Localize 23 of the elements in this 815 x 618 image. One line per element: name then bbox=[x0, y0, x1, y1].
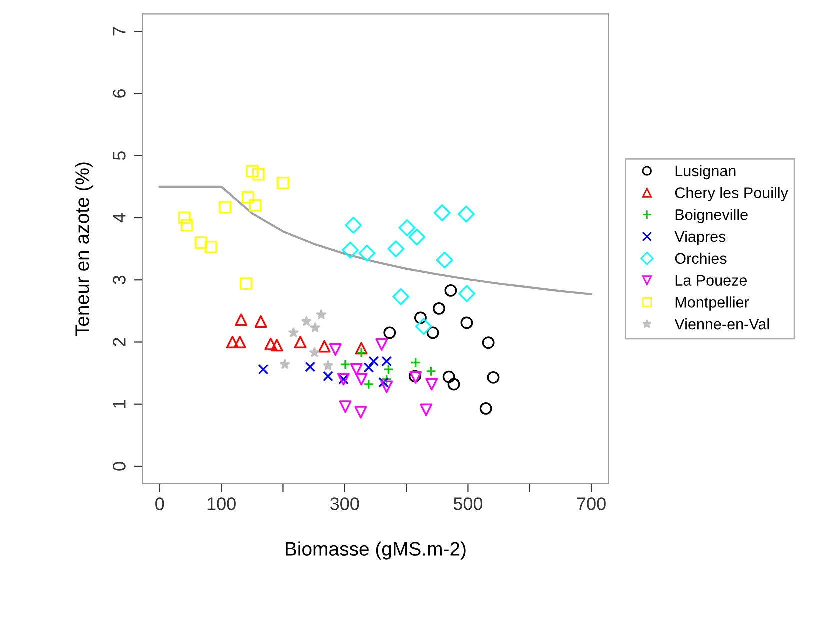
legend-label: Montpellier bbox=[676, 296, 750, 311]
x-tick-label: 100 bbox=[208, 498, 236, 510]
legend-label: Chery les Pouilly bbox=[675, 187, 788, 202]
y-tick-label: 5 bbox=[113, 152, 126, 160]
y-tick-label: 0 bbox=[113, 462, 126, 471]
x-tick-label: 0 bbox=[156, 498, 164, 510]
x-axis-title: Biomasse (gMS.m-2) bbox=[286, 542, 466, 560]
legend-label: Lusignan bbox=[676, 165, 736, 180]
legend-label: Vienne-en-Val bbox=[674, 318, 770, 330]
x-tick-label: 300 bbox=[330, 498, 360, 510]
legend-label: Boigneville bbox=[676, 209, 748, 224]
y-axis-title: Teneur en azote (%) bbox=[75, 162, 94, 336]
y-tick-label: 2 bbox=[113, 338, 126, 346]
x-tick-label: 700 bbox=[577, 498, 606, 510]
legend-label: La Poueze bbox=[676, 275, 748, 286]
legend-label: Orchies bbox=[675, 252, 727, 264]
y-tick-label: 3 bbox=[113, 276, 126, 284]
y-tick-label: 4 bbox=[113, 214, 126, 223]
legend-label: Viapres bbox=[674, 230, 726, 246]
y-tick-label: 7 bbox=[113, 27, 126, 36]
y-tick-label: 1 bbox=[113, 400, 126, 408]
y-tick-label: 6 bbox=[113, 90, 126, 98]
x-tick-label: 500 bbox=[454, 498, 483, 510]
